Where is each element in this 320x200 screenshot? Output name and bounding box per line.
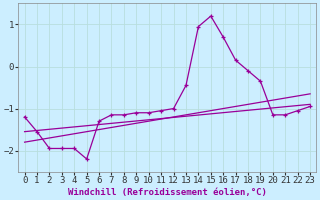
X-axis label: Windchill (Refroidissement éolien,°C): Windchill (Refroidissement éolien,°C) (68, 188, 267, 197)
